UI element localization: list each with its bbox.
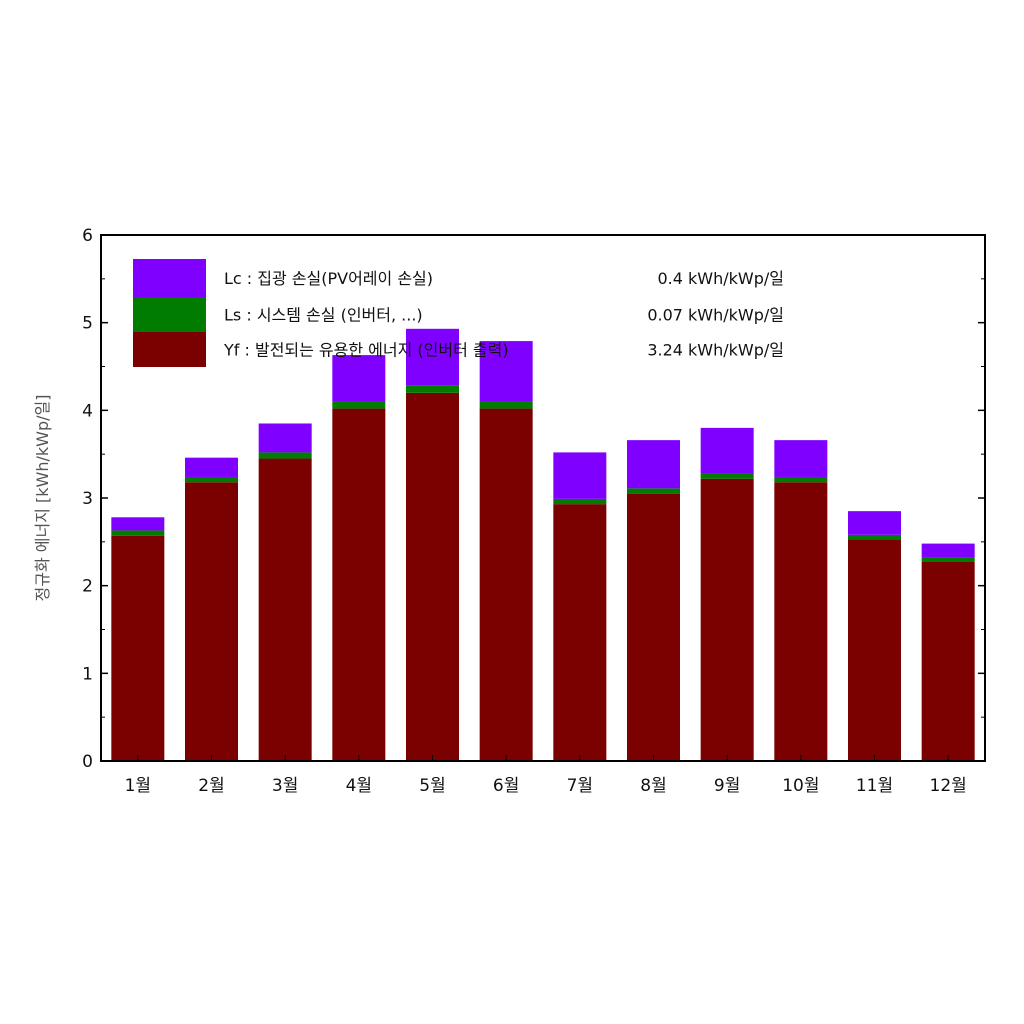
- bar-ls-3: [258, 452, 312, 459]
- y-tick-label: 5: [82, 314, 93, 334]
- bar-lc-10: [774, 440, 828, 477]
- bar-yf-7: [553, 504, 607, 761]
- bar-yf-1: [111, 535, 165, 761]
- bar-yf-11: [848, 539, 901, 761]
- bar-yf-5: [406, 392, 459, 761]
- legend-swatch-lc: [133, 259, 206, 297]
- x-tick-label: 9월: [714, 776, 740, 796]
- legend-label-yf: Yf : 발전되는 유용한 에너지 (인버터 출력): [223, 341, 509, 360]
- bar-ls-4: [332, 401, 386, 409]
- bar-yf-12: [921, 562, 975, 761]
- bar-yf-8: [627, 493, 680, 761]
- y-tick-label: 0: [82, 752, 93, 772]
- bar-lc-2: [185, 457, 238, 477]
- bars-layer: [111, 328, 975, 761]
- bar-lc-9: [700, 427, 754, 474]
- legend-swatch-yf: [133, 332, 206, 367]
- bar-ls-12: [921, 557, 975, 562]
- bar-lc-7: [553, 452, 607, 499]
- x-tick-label: 10월: [782, 776, 819, 796]
- bar-lc-11: [848, 511, 901, 535]
- y-tick-label: 4: [82, 401, 93, 421]
- x-tick-label: 4월: [346, 776, 372, 796]
- bar-yf-3: [258, 458, 312, 761]
- bar-yf-6: [479, 408, 533, 761]
- bar-lc-12: [921, 543, 975, 558]
- y-tick-label: 6: [82, 226, 93, 246]
- bar-ls-7: [553, 498, 607, 505]
- bar-yf-9: [700, 478, 754, 761]
- legend-value-yf: 3.24 kWh/kWp/일: [647, 341, 784, 360]
- x-tick-label: 2월: [198, 776, 224, 796]
- x-tick-label: 1월: [125, 776, 151, 796]
- bar-lc-8: [627, 440, 680, 489]
- bar-yf-4: [332, 408, 386, 761]
- x-tick-label: 12월: [930, 776, 967, 796]
- legend: Lc : 집광 손실(PV어레이 손실) 0.4 kWh/kWp/일 Ls : 시스…: [133, 259, 784, 367]
- bar-yf-2: [185, 482, 238, 761]
- x-tick-label: 11월: [856, 776, 893, 796]
- bar-lc-5: [406, 328, 459, 386]
- axes-layer: 0 1 2 3 4 5 6 1월 2월 3월 4월 5월 6월 7월 8월 9월 10월 11월 12월: [82, 226, 985, 796]
- x-tick-label: 3월: [272, 776, 298, 796]
- bar-lc-4: [332, 355, 386, 402]
- bar-yf-10: [774, 482, 828, 761]
- bar-ls-5: [406, 385, 459, 393]
- bar-ls-8: [627, 488, 680, 494]
- bar-lc-6: [479, 341, 533, 402]
- bar-ls-10: [774, 476, 828, 483]
- legend-label-ls: Ls : 시스템 손실 (인버터, ...): [224, 306, 423, 325]
- y-tick-label: 2: [82, 577, 93, 597]
- legend-value-ls: 0.07 kWh/kWp/일: [647, 306, 784, 325]
- bar-ls-6: [479, 401, 533, 409]
- legend-swatch-ls: [133, 297, 206, 332]
- legend-value-lc: 0.4 kWh/kWp/일: [657, 269, 784, 288]
- bar-ls-2: [185, 476, 238, 483]
- x-tick-label: 8월: [640, 776, 666, 796]
- x-tick-label: 6월: [493, 776, 519, 796]
- bar-lc-1: [111, 517, 165, 531]
- legend-label-lc: Lc : 집광 손실(PV어레이 손실): [224, 269, 433, 288]
- bar-ls-11: [848, 534, 901, 540]
- bar-ls-9: [700, 473, 754, 479]
- y-tick-label: 3: [82, 489, 93, 509]
- bar-lc-3: [258, 423, 312, 453]
- bar-ls-1: [111, 530, 165, 536]
- x-tick-label: 7월: [567, 776, 593, 796]
- y-axis-label: 정규화 에너지 [kWh/kWp/일]: [33, 395, 52, 602]
- x-tick-label: 5월: [419, 776, 445, 796]
- y-tick-label: 1: [82, 664, 93, 684]
